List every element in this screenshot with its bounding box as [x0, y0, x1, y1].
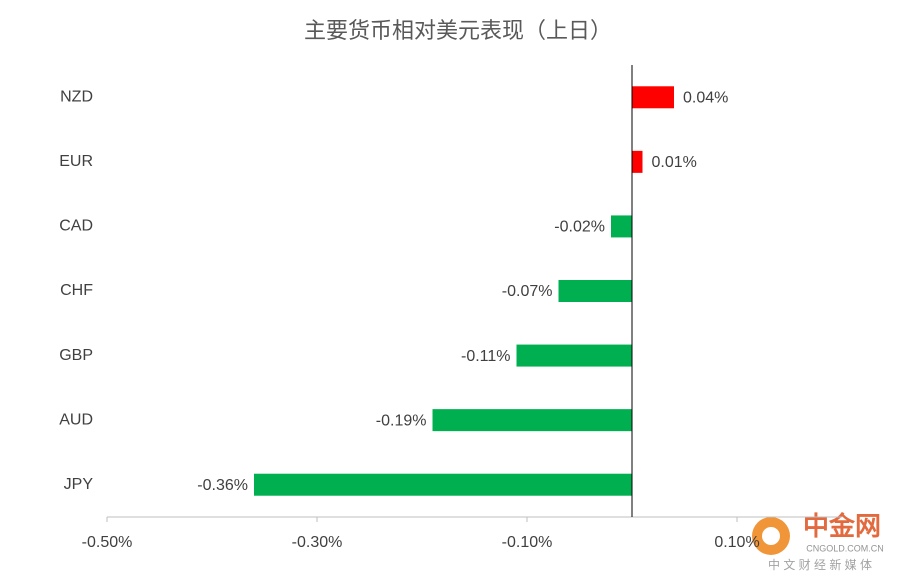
value-label: -0.11%	[461, 348, 511, 365]
x-tick-label: -0.50%	[82, 534, 133, 551]
watermark: 中金网 CNGOLD.COM.CN 中 文 财 经 新 媒 体	[752, 511, 884, 572]
watermark-tagline: 中 文 财 经 新 媒 体	[768, 557, 872, 572]
y-tick-label: GBP	[59, 347, 93, 364]
y-tick-label: CHF	[60, 282, 93, 299]
value-label: -0.07%	[502, 283, 553, 300]
logo-inner	[762, 527, 780, 545]
x-tick-label: -0.10%	[502, 534, 553, 551]
bar	[611, 215, 632, 238]
bar	[516, 344, 632, 367]
bar	[254, 473, 632, 496]
bar	[632, 150, 643, 173]
watermark-site: CNGOLD.COM.CN	[806, 543, 884, 553]
value-label: -0.36%	[197, 477, 248, 494]
x-tick-label: 0.10%	[714, 534, 759, 551]
value-label: -0.02%	[554, 219, 605, 236]
bar	[558, 280, 632, 302]
value-label: 0.01%	[652, 154, 697, 171]
bar	[632, 86, 674, 109]
y-tick-label: NZD	[60, 89, 93, 106]
chart-title: 主要货币相对美元表现（上日）	[304, 18, 612, 43]
y-tick-label: AUD	[59, 411, 93, 428]
y-tick-label: JPY	[64, 476, 94, 493]
value-label: 0.04%	[683, 90, 728, 107]
y-tick-label: CAD	[59, 218, 93, 235]
value-label: -0.19%	[376, 412, 427, 429]
watermark-brand: 中金网	[803, 511, 881, 541]
y-tick-label: EUR	[59, 153, 93, 170]
bar	[432, 409, 632, 432]
x-tick-label: -0.30%	[292, 534, 343, 551]
